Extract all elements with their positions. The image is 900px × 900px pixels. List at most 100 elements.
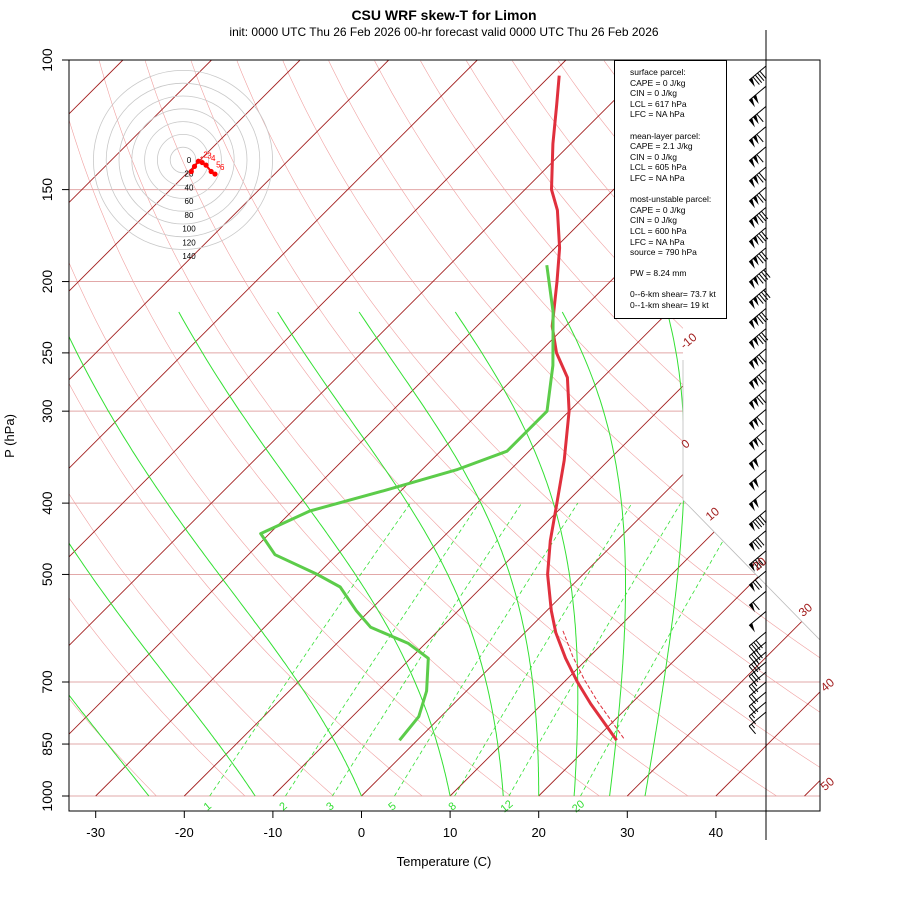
hodograph-ring: [131, 108, 235, 212]
moist-adiabat-line: [644, 311, 685, 797]
wind-barb: [748, 308, 769, 330]
info-line: surface parcel:: [630, 67, 686, 77]
info-block: most-unstable parcel: CAPE = 0 J/kg CIN = …: [630, 194, 722, 258]
wind-barb: [748, 287, 771, 310]
hodograph-ring: [93, 70, 273, 250]
mixing-ratio-labels: 1 2 3 5 8 12 20: [202, 798, 588, 815]
wind-barb: [748, 186, 767, 209]
hodograph-ring: [169, 146, 197, 174]
pressure-tick-label: 150: [39, 178, 55, 202]
wind-barb: [748, 429, 767, 451]
info-line: LFC = NA hPa: [630, 236, 685, 247]
wind-barb: [748, 510, 767, 532]
dry-adiabat-line: [512, 60, 820, 398]
isotherm-line: [69, 60, 567, 558]
info-line: CAPE = 0 J/kg: [630, 204, 686, 215]
isotherm-line: [69, 60, 301, 292]
parcel-trace-line: [562, 630, 625, 739]
temperature-tick-label: 30: [620, 825, 634, 840]
isotherm-line: [69, 60, 124, 115]
hodograph-ring: [105, 82, 261, 238]
dry-adiabat-line: [282, 60, 820, 659]
corner-edge: [682, 499, 820, 641]
hodograph-point: [188, 168, 194, 175]
background-grid: [69, 60, 900, 797]
hodograph: 0 20 40 60 80 100 120 140 12 3 45 6: [93, 70, 273, 261]
hodograph-point: [212, 171, 218, 177]
pressure-tick-label: 100: [39, 48, 55, 72]
wind-barb: [748, 550, 767, 572]
profile-layer: [259, 75, 625, 742]
wind-barb: [748, 691, 767, 715]
chart-subtitle: init: 0000 UTC Thu 26 Feb 2026 00-hr for…: [229, 25, 659, 39]
isotherm-line: [272, 248, 820, 797]
wind-barbs: [748, 65, 771, 735]
dry-adiabat-line: [69, 493, 334, 797]
parcel-info-box: surface parcel: CAPE = 0 J/kg CIN = 0 J/kg…: [614, 60, 727, 319]
wind-barb: [748, 106, 767, 128]
info-line: LCL = 605 hPa: [630, 162, 687, 173]
dry-adiabat-line: [190, 60, 820, 768]
hodograph-point-label: 2: [203, 150, 208, 159]
x-axis-title: Temperature (C): [397, 854, 492, 869]
wind-barb: [748, 590, 767, 613]
dry-adiabat-line: [374, 60, 820, 552]
wind-barb: [748, 388, 767, 411]
wind-barb: [748, 449, 767, 471]
temperature-tick-label: -10: [264, 825, 283, 840]
mixing-ratio-line: [332, 502, 523, 797]
wind-barb: [748, 681, 767, 705]
hodograph-point-label: 3: [207, 152, 212, 161]
info-line: LFC = NA hPa: [630, 172, 685, 183]
hodograph-ring-label: 20: [185, 170, 194, 179]
info-line: source = 790 hPa: [630, 247, 697, 258]
hodograph-ring-label: 120: [182, 238, 196, 247]
moist-adiabat-line: [277, 311, 504, 797]
temperature-tick-label: 40: [709, 825, 723, 840]
mixing-ratio-label: 12: [498, 798, 515, 815]
hodograph-ring-label: 100: [182, 225, 196, 234]
dry-adiabat-line: [69, 597, 246, 797]
pressure-tick-label: 250: [39, 341, 55, 365]
pressure-tick-label: 700: [39, 670, 55, 694]
hodograph-point: [191, 163, 198, 169]
hodograph-ring-label: 0: [187, 156, 192, 165]
hodograph-ring: [118, 95, 248, 225]
dry-adiabat-line: [69, 382, 423, 797]
mixing-ratio-line: [580, 502, 746, 797]
isotherm-line: [69, 60, 655, 647]
wind-barb: [748, 126, 767, 148]
info-line: most-unstable parcel:: [630, 194, 712, 205]
pressure-tick-label: 1000: [39, 780, 55, 811]
dewpoint-line: [259, 264, 555, 742]
pressure-tick-label: 300: [39, 399, 55, 423]
info-line: CIN = 0 J/kg: [630, 215, 678, 226]
wind-barb: [748, 701, 767, 725]
wind-barb: [748, 489, 767, 512]
isotherm-line: [69, 60, 390, 381]
dry-adiabat-line: [880, 61, 900, 796]
info-block: mean-layer parcel: CAPE = 2.1 J/kg CIN = 0…: [630, 131, 722, 184]
wind-barb: [748, 641, 767, 665]
info-line: LFC = NA hPa: [630, 109, 685, 120]
isotherm-label: 50: [818, 774, 837, 794]
wind-barb: [748, 409, 767, 431]
isotherm-line: [626, 602, 820, 797]
isotherm-line: [893, 60, 900, 796]
temperature-tick-label: -20: [175, 825, 194, 840]
axes: 1 2 3 5 8 12 20-100102030405010015020025030040…: [2, 30, 837, 869]
hodograph-ring-label: 80: [185, 211, 194, 220]
temperature-tick-label: 20: [531, 825, 545, 840]
info-line: LCL = 617 hPa: [630, 98, 687, 109]
wind-barb: [748, 227, 769, 249]
moist-adiabat-line: [69, 542, 256, 797]
temperature-line: [546, 75, 618, 742]
hodograph-point-label: 4: [211, 154, 216, 163]
wind-barb: [748, 348, 767, 370]
info-line: CAPE = 2.1 J/kg: [630, 141, 693, 152]
wind-barb: [748, 166, 767, 189]
wind-barb: [748, 65, 767, 88]
dry-adiabat-line: [69, 261, 511, 797]
info-line: mean-layer parcel:: [630, 130, 701, 141]
